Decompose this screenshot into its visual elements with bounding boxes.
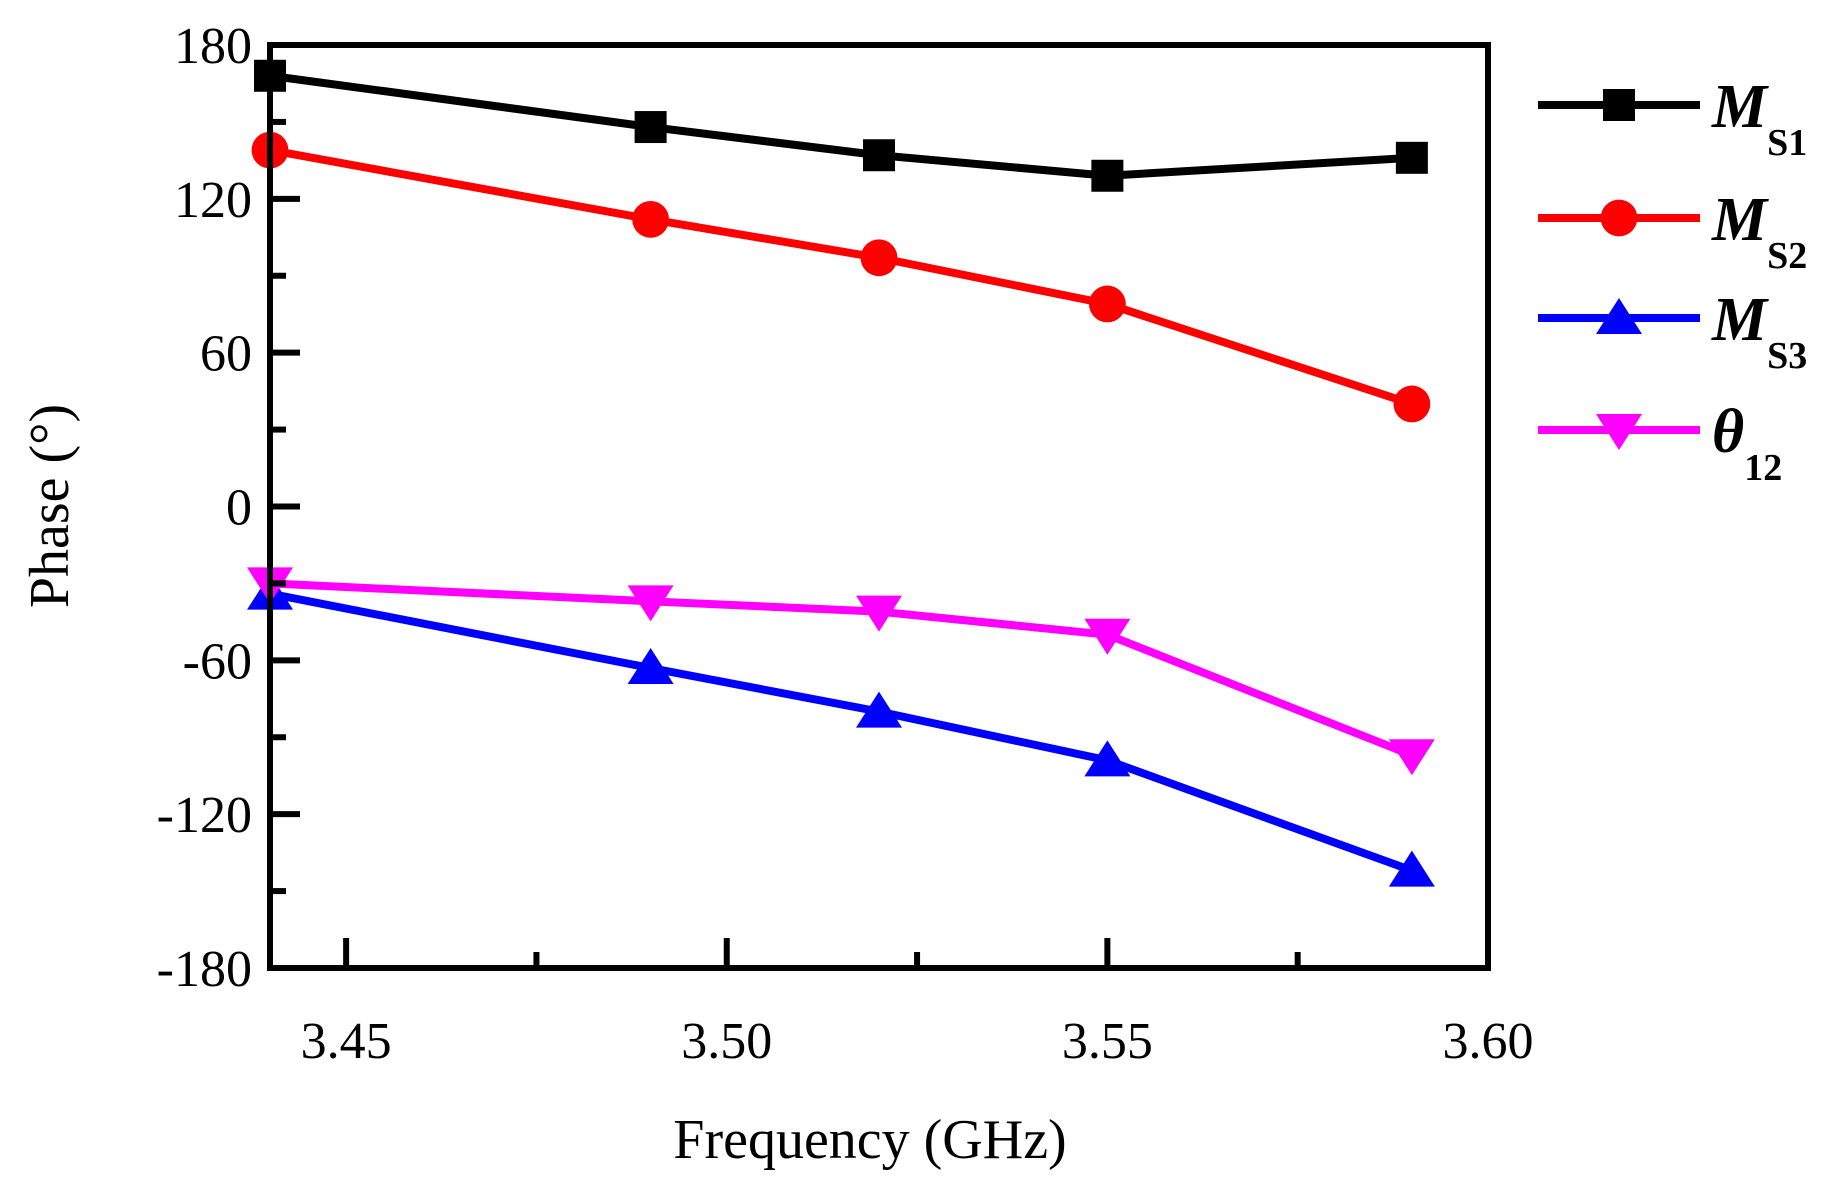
legend-item-1: MS1 [1538,73,1807,164]
series-1-point [1091,159,1124,192]
legend-label: MS3 [1711,286,1807,377]
legend-label-subscript: S1 [1767,122,1807,164]
series-4-point [627,585,674,622]
series-3-point [1084,740,1131,777]
series-2-point [1393,385,1431,423]
y-tick-label: 60 [200,326,252,383]
y-tick-label: 120 [174,172,252,229]
x-tick-label: 3.60 [1443,1013,1534,1070]
y-axis-title: Phase (°) [19,404,81,608]
x-tick-label: 3.55 [1062,1013,1153,1070]
series-4-point [1388,739,1435,776]
legend-label: MS1 [1711,73,1807,164]
legend-label-symbol: M [1711,186,1769,254]
series-1-line [269,71,1413,180]
legend-label: MS2 [1711,186,1807,277]
x-tick-label: 3.50 [681,1013,772,1070]
legend-label-symbol: θ [1712,398,1744,466]
series-4-point [1084,618,1131,655]
plot-content [247,59,1435,887]
series-1-point [634,111,667,144]
series-1-point [863,139,895,172]
x-tick-label: 3.45 [301,1013,392,1070]
series-2 [251,131,1431,423]
series-4-point [856,595,902,632]
x-axis-title: Frequency (GHz) [673,1109,1066,1171]
series-2-point [1088,285,1126,323]
legend-label-symbol: M [1711,73,1769,141]
y-tick-label: 0 [226,480,252,537]
series-4-line [269,579,1414,759]
series-1 [254,59,1428,192]
series-3-point [627,648,674,685]
y-tick-label: -60 [183,633,252,690]
legend-label-subscript: 12 [1744,447,1782,489]
axes-ticks: 180 120 60 0 -60 -120 -180 3.45 3.50 3.55 3.60 [157,18,1534,1070]
legend-label-subscript: S2 [1767,235,1807,277]
y-tick-label: 180 [174,18,252,75]
legend-item-3: MS3 [1538,286,1807,377]
legend-swatch-marker [1596,298,1642,334]
series-4 [247,567,1435,776]
legend-label-symbol: M [1711,286,1769,354]
legend-label: θ12 [1712,398,1782,489]
legend-swatch-marker [1596,414,1642,450]
legend-swatch-marker [1603,89,1635,121]
legend-swatch-marker [1600,199,1638,237]
series-1-point [1395,141,1428,174]
legend-label-subscript: S3 [1767,335,1807,377]
legend-item-4: θ12 [1538,398,1782,489]
series-3-point [856,691,902,728]
series-2-point [632,200,670,238]
series-3-line [269,589,1414,875]
series-2-line [269,146,1414,408]
series-2-point [860,239,898,277]
legend-item-2: MS2 [1538,186,1807,277]
y-tick-label: -180 [157,941,252,998]
series-3 [247,573,1435,887]
y-tick-label: -120 [157,787,252,844]
series-3-point [1388,850,1435,887]
